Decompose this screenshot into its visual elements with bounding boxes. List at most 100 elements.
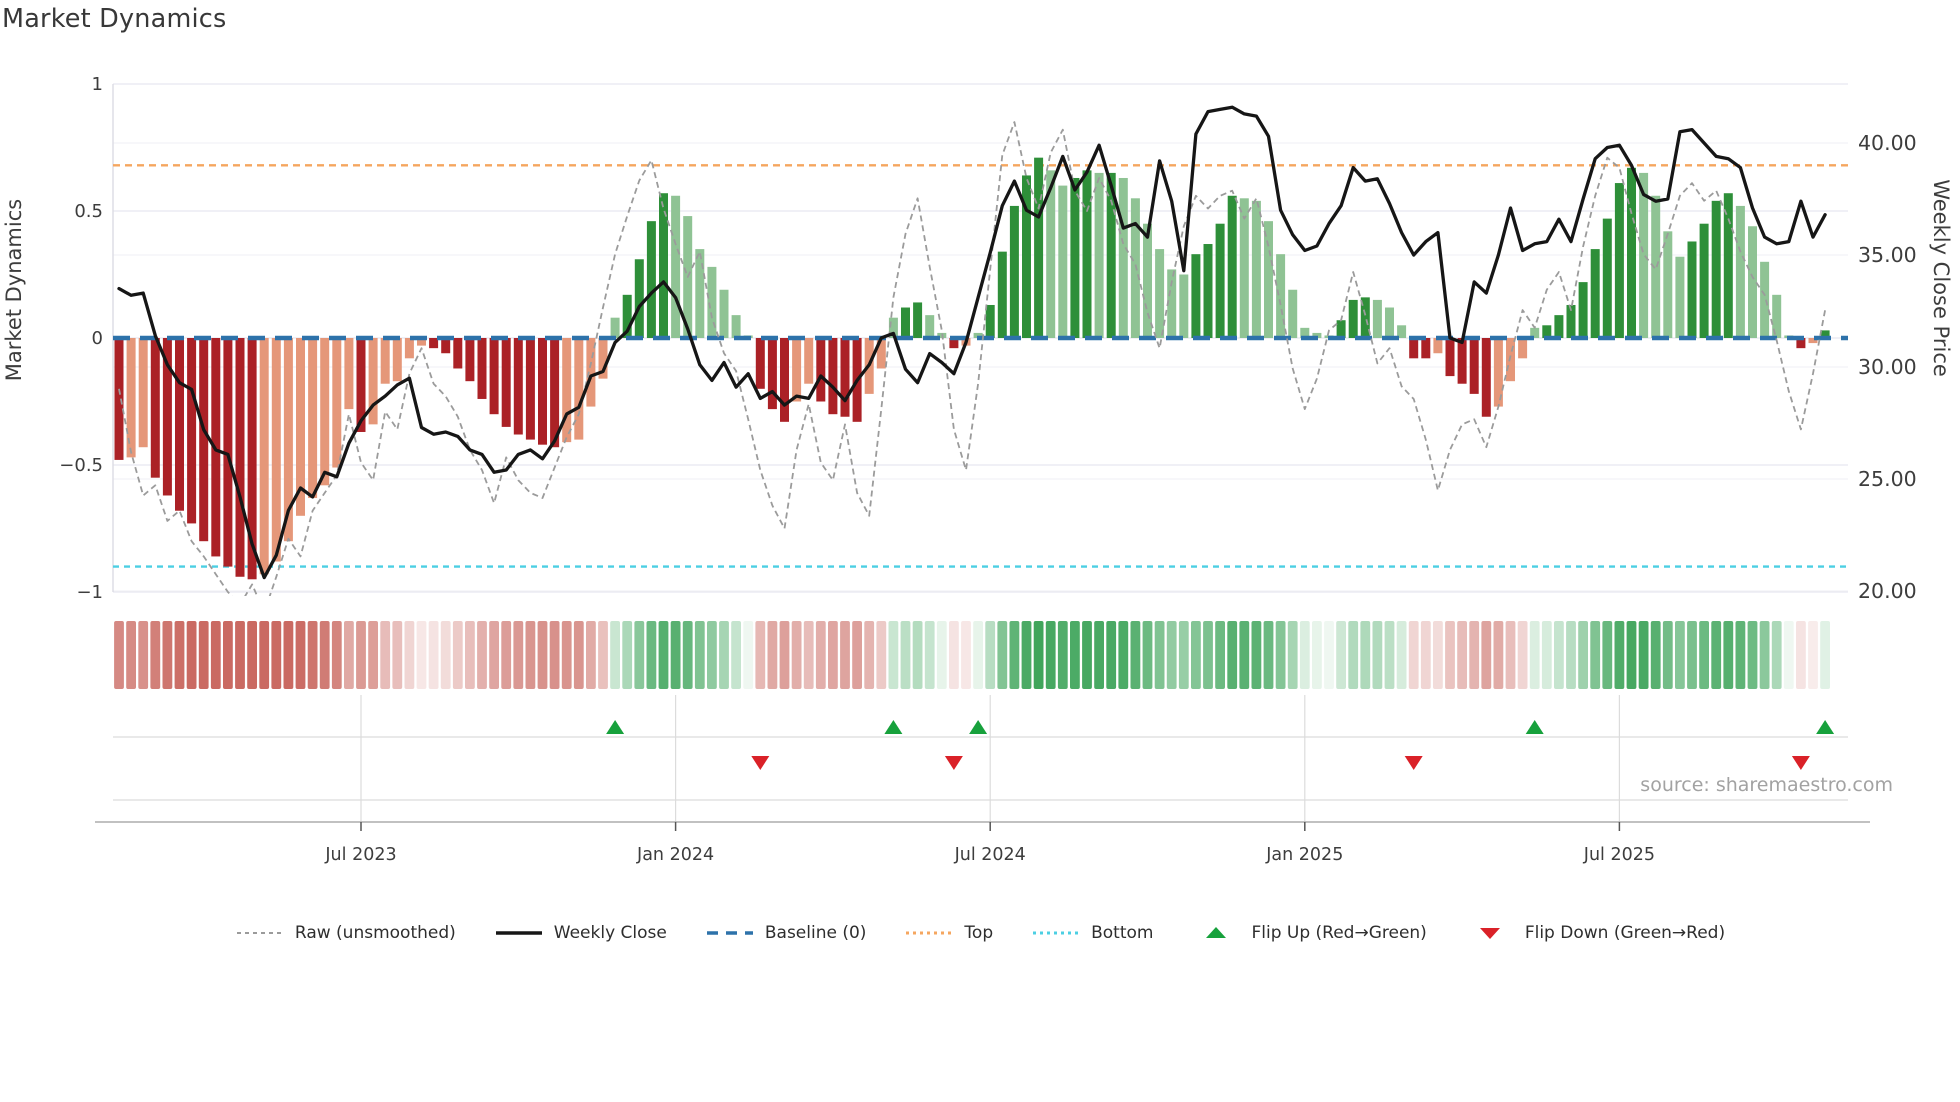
heatmap-cell [1711,621,1722,689]
oscillator-bar [1518,338,1528,359]
heatmap-cell [694,621,705,689]
heatmap-cell [1735,621,1746,689]
oscillator-bar [1699,223,1709,338]
x-axis-tick-label: Jan 2025 [1265,845,1343,865]
heatmap-cell [1312,621,1322,689]
heatmap-cell [961,621,971,689]
oscillator-bar [1639,172,1649,338]
heatmap-cell [1590,621,1601,689]
heatmap-cell [646,621,657,689]
heatmap-cell [428,621,439,689]
heatmap-cell [162,621,173,689]
heatmap-cell [1808,621,1818,689]
heatmap-cell [888,621,899,689]
oscillator-bar [574,338,584,440]
flip-down-marker [1791,756,1810,770]
oscillator-bar [223,338,233,567]
oscillator-bar [235,338,245,577]
oscillator-bar [1772,294,1782,338]
oscillator-bar [1493,338,1503,407]
heatmap-cell [973,621,983,689]
heatmap-cell [1360,621,1371,689]
heatmap-cell [1057,621,1068,689]
legend-item-label: Weekly Close [553,923,667,943]
oscillator-bar [562,338,572,443]
heatmap-cell [235,621,245,689]
oscillator-bar [126,338,136,458]
heatmap-cell [452,621,463,689]
oscillator-bar [162,338,172,496]
heatmap-cell [283,621,294,689]
weekly-close-line [117,105,1827,580]
legend-line-swatch [495,931,542,935]
x-axis-tick-label: Jul 2024 [954,845,1026,865]
heatmap-cell [924,621,935,689]
heatmap-cell [307,621,318,689]
heatmap-cell [634,621,645,689]
oscillator-bar [719,289,729,338]
oscillator-bar [465,338,475,382]
oscillator-bar [973,332,983,338]
heatmap-cell [1215,621,1225,689]
oscillator-bar [1179,274,1189,338]
oscillator-bar [1288,289,1298,338]
heatmap-cell [1554,621,1564,689]
heatmap-cell [1541,621,1552,689]
oscillator-bar [1421,338,1431,359]
heatmap-cell [1203,621,1213,689]
oscillator-bar [1300,327,1310,338]
legend: Raw (unsmoothed) Weekly Close Baseline (0)… [0,923,1960,943]
oscillator-bar [1094,172,1104,338]
heatmap-cell [1493,621,1504,689]
right-axis-title: Weekly Close Price [1929,179,1953,377]
oscillator-bar [550,338,560,448]
oscillator-bar [780,338,789,422]
oscillator-bar [767,338,777,410]
heatmap-cell [610,621,620,689]
heatmap-cell [1106,621,1117,689]
flip-up-marker [1816,720,1835,734]
heatmap-cell [1662,621,1673,689]
heatmap-cell [416,621,427,689]
oscillator-bar [501,338,511,427]
heatmap-cell [1469,621,1480,689]
oscillator-bar [1082,170,1092,338]
oscillator-bar [1046,170,1056,338]
heatmap-cell [1251,621,1262,689]
oscillator-bar [1723,193,1733,338]
legend-item: Flip Down (Green→Red) [1465,923,1725,943]
flip-down-icon [1479,928,1500,939]
heatmap-cell [828,621,838,689]
legend-item-label: Top [964,923,994,943]
right-axis-tick-label: 40.00 [1858,131,1917,155]
heatmap-cell [743,621,754,689]
oscillator-bar [392,338,402,382]
oscillator-bar [1251,200,1261,338]
right-axis-tick-label: 25.00 [1858,467,1917,491]
heatmap-cell [1033,621,1044,689]
oscillator-bar [1457,338,1467,384]
oscillator-bar [1675,256,1685,338]
heatmap-cell [912,621,923,689]
heatmap-cell [767,621,778,689]
heatmap-cell [186,621,197,689]
oscillator-bar [538,338,547,445]
oscillator-bar [1276,254,1286,338]
oscillator-bar [901,307,910,338]
heatmap-cell [295,621,306,689]
heatmap-cell [1396,621,1407,689]
heatmap-cell [803,621,814,689]
legend-item-label: Flip Up (Red→Green) [1251,923,1427,943]
oscillator-bar [1554,315,1564,338]
oscillator-bar [187,338,197,524]
heatmap-cell [1723,621,1734,689]
flip-down-marker [751,756,770,770]
heatmap-cell [1759,621,1770,689]
oscillator-bar [320,338,330,486]
heatmap-cell [259,621,270,689]
heatmap-cell [477,621,487,689]
heatmap-cell [1094,621,1104,689]
flip-up-marker [969,720,988,734]
heatmap-cell [271,621,282,689]
raw-series-line [118,121,1826,596]
